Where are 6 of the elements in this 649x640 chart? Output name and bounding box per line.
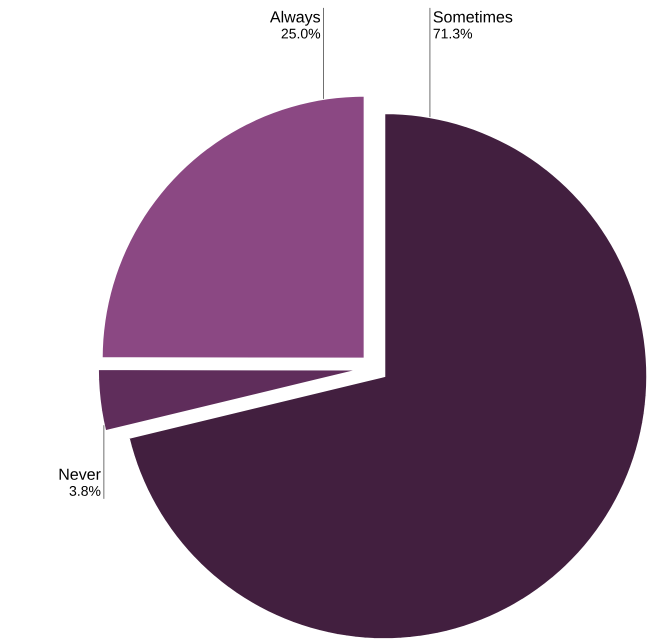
data-label: 3.8% — [70, 486, 100, 496]
slice-label: Sometimes — [434, 10, 512, 22]
data-label: 71.3% — [434, 28, 472, 38]
slice-label: Always — [270, 10, 320, 26]
data-label: 25.0% — [282, 28, 320, 38]
slice-label: Never — [60, 468, 101, 480]
